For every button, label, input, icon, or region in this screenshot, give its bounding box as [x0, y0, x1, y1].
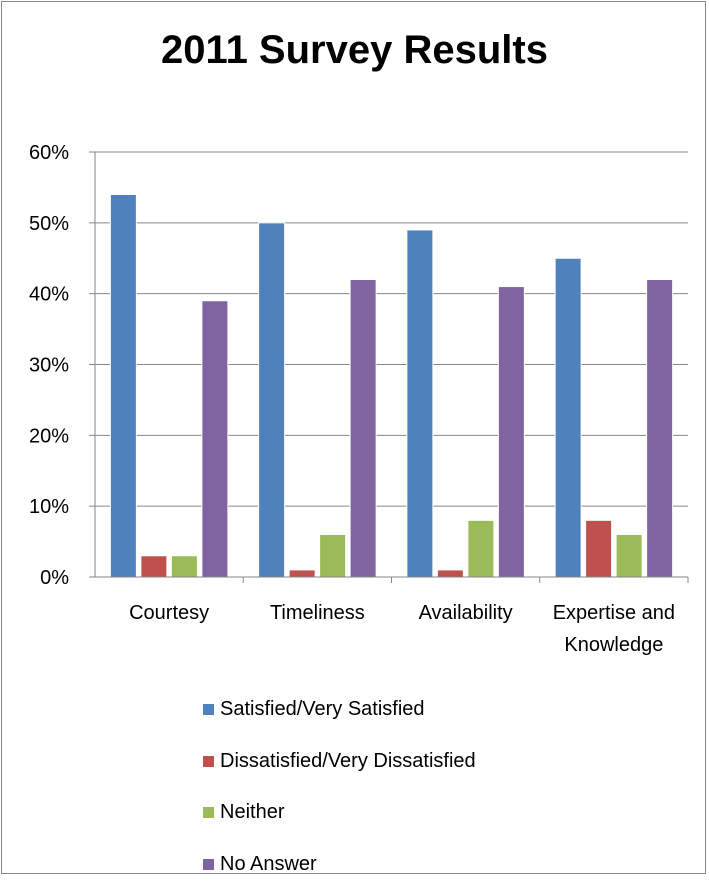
bar — [407, 230, 433, 577]
bar — [171, 556, 197, 577]
x-tick-label: Courtesy — [129, 602, 209, 624]
y-tick-label: 50% — [29, 213, 69, 235]
bar — [350, 280, 376, 578]
legend-item: Satisfied/Very Satisfied — [203, 684, 476, 736]
legend-swatch — [203, 704, 214, 715]
bar — [320, 535, 346, 578]
bar — [498, 287, 524, 577]
bar — [289, 570, 315, 577]
legend-label: No Answer — [220, 853, 317, 876]
gridlines — [95, 152, 688, 506]
bar — [141, 556, 167, 577]
x-tick-label: Timeliness — [270, 602, 365, 624]
y-tick-label: 20% — [29, 425, 69, 447]
bar — [202, 301, 228, 577]
bar — [586, 520, 612, 577]
bar — [647, 280, 673, 578]
legend-swatch — [203, 756, 214, 767]
y-tick-label: 40% — [29, 284, 69, 306]
y-tick-label: 10% — [29, 496, 69, 518]
bar — [259, 223, 285, 577]
bar — [437, 570, 463, 577]
x-tick-label: Availability — [419, 602, 513, 624]
bar — [616, 535, 642, 578]
legend-item: Dissatisfied/Very Dissatisfied — [203, 736, 476, 788]
legend-label: Satisfied/Very Satisfied — [220, 698, 425, 721]
legend-item: Neither — [203, 787, 476, 839]
bars — [110, 195, 672, 578]
bar — [555, 258, 581, 577]
legend-swatch — [203, 859, 214, 870]
legend-label: Neither — [220, 801, 284, 824]
legend-swatch — [203, 807, 214, 818]
legend-label: Dissatisfied/Very Dissatisfied — [220, 750, 476, 773]
bar — [468, 520, 494, 577]
y-tick-label: 60% — [29, 142, 69, 164]
legend-item: No Answer — [203, 839, 476, 890]
y-tick-label: 30% — [29, 355, 69, 377]
y-tick-label: 0% — [40, 567, 69, 589]
bar — [110, 195, 136, 578]
legend: Satisfied/Very Satisfied Dissatisfied/Ver… — [203, 684, 476, 890]
